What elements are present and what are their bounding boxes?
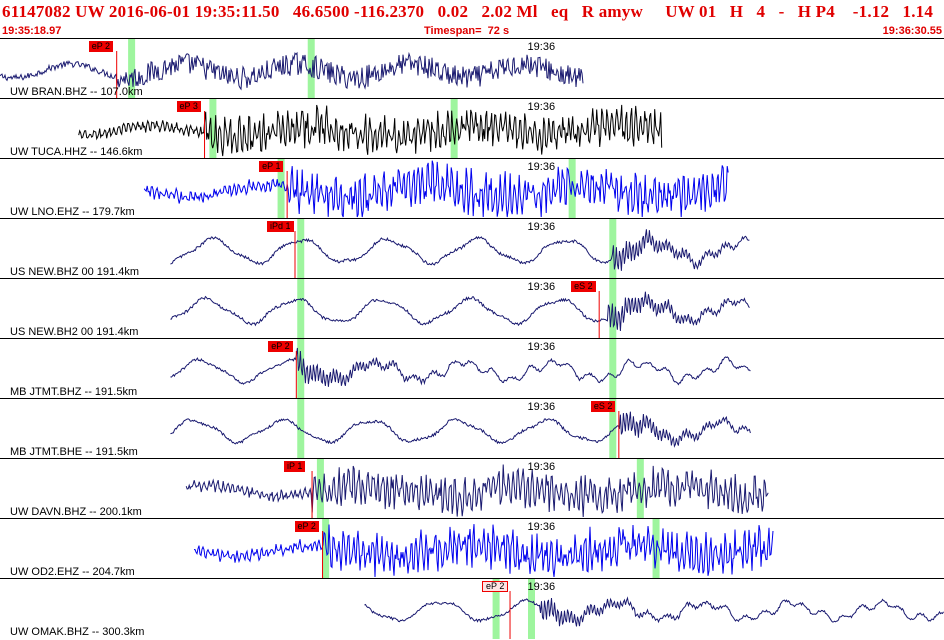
trace-plot <box>170 279 750 339</box>
station-channel-label: MB JTMT.BHE -- 191.5km <box>10 446 138 458</box>
seismogram-panel[interactable]: eP 2 19:36 MB JTMT.BHZ -- 191.5km <box>0 338 944 399</box>
trace-plot <box>143 159 729 219</box>
station-channel-label: US NEW.BH2 00 191.4km <box>10 326 139 338</box>
seismogram-panel[interactable]: iP 1 19:36 UW DAVN.BHZ -- 200.1km <box>0 458 944 519</box>
minute-tick-label: 19:36 <box>527 221 556 233</box>
trace-plot <box>78 99 663 159</box>
event-header: 61147082 UW 2016-06-01 19:35:11.50 46.65… <box>0 0 944 38</box>
phase-window-marker <box>297 399 305 459</box>
minute-tick-label: 19:36 <box>527 461 556 473</box>
phase-window-marker <box>307 39 315 99</box>
station-channel-label: UW BRAN.BHZ -- 107.0km <box>10 86 143 98</box>
phase-window-marker <box>277 159 285 219</box>
phase-pick-label[interactable]: iP 1 <box>284 461 306 472</box>
phase-window-marker <box>492 579 500 639</box>
phase-window-marker <box>609 399 617 459</box>
phase-pick-label[interactable]: eP 2 <box>268 341 293 352</box>
timespan-label: Timespan= 72 s <box>424 25 510 37</box>
phase-pick-label[interactable]: eP 2 <box>88 41 114 52</box>
station-channel-label: MB JTMT.BHZ -- 191.5km <box>10 386 138 398</box>
waveform-trace <box>170 291 750 332</box>
phase-window-marker <box>450 99 458 159</box>
waveform-trace <box>0 51 584 91</box>
waveform-trace <box>143 160 729 218</box>
waveform-trace <box>78 104 663 157</box>
waveform-trace <box>170 411 751 448</box>
phase-window-marker <box>297 339 305 399</box>
minute-tick-label: 19:36 <box>527 161 556 173</box>
seismogram-panel[interactable]: eP 2 19:36 UW OMAK.BHZ -- 300.3km <box>0 578 944 639</box>
trace-plot <box>0 39 584 99</box>
minute-tick-label: 19:36 <box>527 581 556 593</box>
minute-tick-label: 19:36 <box>527 281 556 293</box>
station-channel-label: UW TUCA.HHZ -- 146.6km <box>10 146 143 158</box>
waveform-trace <box>170 347 751 387</box>
trace-plot <box>185 459 769 519</box>
phase-window-marker <box>528 579 535 639</box>
waveform-trace <box>185 464 769 518</box>
phase-pick-label[interactable]: eS 2 <box>571 281 596 292</box>
phase-pick-label[interactable]: eP 2 <box>294 521 319 532</box>
waveform-trace <box>364 596 944 627</box>
seismogram-panel[interactable]: eS 2 19:36 MB JTMT.BHE -- 191.5km <box>0 398 944 459</box>
end-time-label: 19:36:30.55 <box>882 25 942 37</box>
trace-plot <box>170 219 750 279</box>
seismogram-panel[interactable]: eS 2 19:36 US NEW.BH2 00 191.4km <box>0 278 944 339</box>
seismogram-panel[interactable]: eP 2 19:36 UW BRAN.BHZ -- 107.0km <box>0 38 944 99</box>
phase-pick-label[interactable]: eS 2 <box>590 401 616 412</box>
minute-tick-label: 19:36 <box>527 101 556 113</box>
station-channel-label: UW OMAK.BHZ -- 300.3km <box>10 626 145 638</box>
minute-tick-label: 19:36 <box>527 341 556 353</box>
station-channel-label: UW LNO.EHZ -- 179.7km <box>10 206 135 218</box>
start-time-label: 19:35:18.97 <box>2 25 62 37</box>
seismogram-panel[interactable]: iPd 1 19:36 US NEW.BHZ 00 191.4km <box>0 218 944 279</box>
phase-pick-label[interactable]: eP 1 <box>259 161 284 172</box>
phase-window-marker <box>568 159 576 219</box>
phase-window-marker <box>609 339 617 399</box>
seismogram-panels[interactable]: eP 2 19:36 UW BRAN.BHZ -- 107.0km eP 3 19:36… <box>0 38 944 640</box>
phase-pick-label[interactable]: iPd 1 <box>267 221 294 232</box>
minute-tick-label: 19:36 <box>527 41 556 53</box>
phase-window-marker <box>297 279 305 339</box>
seismogram-panel[interactable]: eP 1 19:36 UW LNO.EHZ -- 179.7km <box>0 158 944 219</box>
phase-window-marker <box>209 99 217 159</box>
trace-plot <box>193 519 774 579</box>
trace-plot <box>364 579 944 639</box>
phase-window-marker <box>297 219 305 279</box>
seismogram-panel[interactable]: eP 3 19:36 UW TUCA.HHZ -- 146.6km <box>0 98 944 159</box>
phase-pick-label[interactable]: eP 3 <box>176 101 201 112</box>
phase-pick-label[interactable]: eP 2 <box>482 581 509 592</box>
minute-tick-label: 19:36 <box>527 401 556 413</box>
trace-plot <box>170 339 751 399</box>
station-channel-label: UW OD2.EHZ -- 204.7km <box>10 566 135 578</box>
trace-plot <box>170 399 751 459</box>
waveform-trace <box>193 524 774 578</box>
phase-window-marker <box>322 519 330 579</box>
station-channel-label: US NEW.BHZ 00 191.4km <box>10 266 139 278</box>
seismogram-panel[interactable]: eP 2 19:36 UW OD2.EHZ -- 204.7km <box>0 518 944 579</box>
phase-window-marker <box>128 39 136 99</box>
waveform-trace <box>170 229 750 271</box>
event-summary-title: 61147082 UW 2016-06-01 19:35:11.50 46.65… <box>2 2 934 21</box>
station-channel-label: UW DAVN.BHZ -- 200.1km <box>10 506 142 518</box>
minute-tick-label: 19:36 <box>527 521 556 533</box>
